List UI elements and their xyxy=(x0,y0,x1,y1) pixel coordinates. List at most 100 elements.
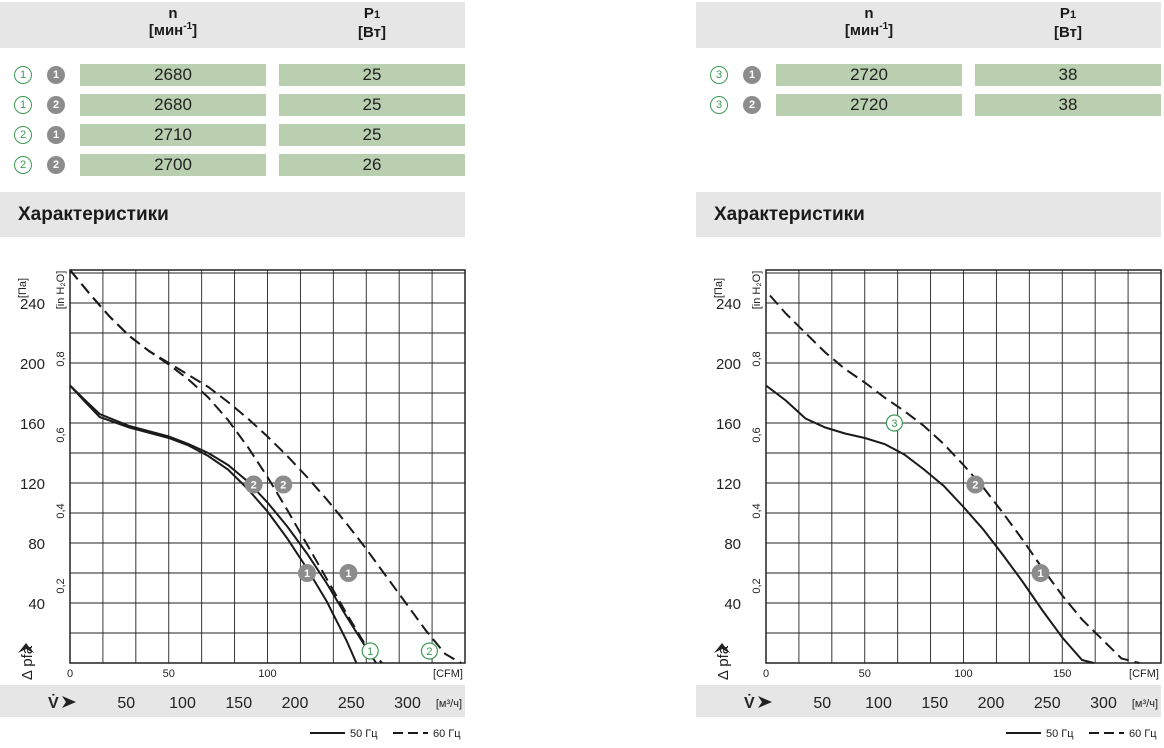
x-secondary-tick-label: 50 xyxy=(117,695,135,712)
variant-badge: 3 xyxy=(710,66,728,84)
p1-value: 38 xyxy=(975,64,1161,86)
p1-value: 25 xyxy=(279,94,465,116)
x-tick-label: 100 xyxy=(954,668,972,680)
variant-badge: 2 xyxy=(14,156,32,174)
variant-marker xyxy=(420,642,439,660)
y-tick-label: 240 xyxy=(20,296,45,313)
curve-badge: 1 xyxy=(47,126,65,144)
x-secondary-tick-label: 300 xyxy=(1090,695,1117,712)
y-tick-label: 240 xyxy=(716,296,741,313)
curve-marker xyxy=(298,564,316,582)
curve-marker-label: 2 xyxy=(972,480,978,492)
x-axis-arrow xyxy=(758,696,772,708)
x-secondary-tick-label: 300 xyxy=(394,695,421,712)
n-value: 2720 xyxy=(776,94,962,116)
table-row: 2 1 2710 25 xyxy=(0,124,465,146)
variant-badge: 1 xyxy=(14,96,32,114)
n-value: 2680 xyxy=(80,94,266,116)
curve-marker xyxy=(339,564,358,582)
x-secondary-band xyxy=(0,685,465,717)
table-row: 3 1 2720 38 xyxy=(696,64,1161,86)
x-secondary-tick-label: 100 xyxy=(865,695,892,712)
curve-badge: 2 xyxy=(743,96,761,114)
curve-marker xyxy=(1031,564,1050,582)
legend-dashed-label: 60 Гц xyxy=(1129,728,1157,740)
x-tick-label: 50 xyxy=(859,668,871,680)
y-axis-arrow xyxy=(18,643,34,653)
y-tick-label: 120 xyxy=(20,476,45,493)
y-axis-label: Δ pfa xyxy=(715,645,732,680)
series-line-solid-2 xyxy=(69,384,377,664)
y-secondary-unit-label: [in H₂O] xyxy=(751,271,763,310)
header-p1: P1 [Вт] xyxy=(358,5,386,41)
y-tick-label: 120 xyxy=(716,476,741,493)
header-p1: P1 [Вт] xyxy=(1054,5,1082,41)
table-header: n [мин-1] P1 [Вт] xyxy=(0,2,465,48)
x-tick-label: 50 xyxy=(163,668,175,680)
y-secondary-tick-label: 0,8 xyxy=(751,351,763,366)
variant-marker xyxy=(361,642,379,660)
x-secondary-tick-label: 150 xyxy=(921,695,948,712)
x-secondary-tick-label: 200 xyxy=(282,695,309,712)
x-secondary-tick-label: 150 xyxy=(225,695,252,712)
variant-badge: 2 xyxy=(14,126,32,144)
curve-badge: 2 xyxy=(47,96,65,114)
legend-solid-label: 50 Гц xyxy=(350,728,378,740)
curve-marker-label: 1 xyxy=(1037,568,1043,580)
x-secondary-axis-label: V̇ xyxy=(48,694,59,712)
panel-left: n [мин-1] P1 [Вт] 1 1 2680 25 1 2 2680 2… xyxy=(0,0,470,748)
y-secondary-tick-label: 0,6 xyxy=(55,427,67,442)
y-tick-label: 200 xyxy=(20,356,45,373)
x-tick-label: 150 xyxy=(1053,668,1071,680)
x-secondary-tick-label: 200 xyxy=(978,695,1005,712)
series-line-solid-3 xyxy=(765,384,1095,664)
series-line-dashed-2 xyxy=(69,269,462,664)
p1-value: 25 xyxy=(279,124,465,146)
x-tick-label: 0 xyxy=(67,668,73,680)
y-secondary-tick-label: 0,4 xyxy=(751,503,763,518)
table-row: 3 2 2720 38 xyxy=(696,94,1161,116)
variant-marker-label: 1 xyxy=(367,646,373,658)
table-row: 2 2 2700 26 xyxy=(0,154,465,176)
x-tick-label: 100 xyxy=(258,668,276,680)
section-header: Характеристики xyxy=(0,192,465,237)
table-row: 1 1 2680 25 xyxy=(0,64,465,86)
curve-marker xyxy=(244,475,263,494)
x-secondary-tick-label: 100 xyxy=(169,695,196,712)
y-tick-label: 200 xyxy=(716,356,741,373)
y-secondary-tick-label: 0,2 xyxy=(751,578,763,593)
curve-badge: 2 xyxy=(47,156,65,174)
y-axis-arrow xyxy=(714,643,730,653)
y-tick-label: 160 xyxy=(716,416,741,433)
x-unit-label: [CFM] xyxy=(1129,668,1159,680)
x-secondary-band xyxy=(696,685,1161,717)
n-value: 2720 xyxy=(776,64,962,86)
section-title: Характеристики xyxy=(714,204,865,225)
y-tick-label: 40 xyxy=(724,596,741,613)
y-tick-label: 160 xyxy=(20,416,45,433)
table-header: n [мин-1] P1 [Вт] xyxy=(696,2,1161,48)
variant-marker-label: 2 xyxy=(426,646,432,658)
legend-solid-label: 50 Гц xyxy=(1046,728,1074,740)
curve-marker xyxy=(274,475,293,494)
y-secondary-unit-label: [in H₂O] xyxy=(55,271,67,310)
y-unit-label: [Па] xyxy=(17,278,29,298)
y-axis-label: Δ pfa xyxy=(19,645,36,680)
p1-value: 38 xyxy=(975,94,1161,116)
x-unit-label: [CFM] xyxy=(433,668,463,680)
x-secondary-unit-label: [м³/ч] xyxy=(1132,698,1158,710)
section-header: Характеристики xyxy=(696,192,1161,237)
x-secondary-axis-label: V̇ xyxy=(744,694,755,712)
y-secondary-tick-label: 0,2 xyxy=(55,578,67,593)
table-row: 1 2 2680 25 xyxy=(0,94,465,116)
variant-badge: 1 xyxy=(14,66,32,84)
variant-badge: 3 xyxy=(710,96,728,114)
curve-marker-label: 1 xyxy=(304,568,310,580)
series-line-solid-1 xyxy=(69,384,358,664)
variant-marker-label: 3 xyxy=(891,418,897,430)
y-tick-label: 80 xyxy=(724,536,741,553)
n-value: 2700 xyxy=(80,154,266,176)
n-value: 2680 xyxy=(80,64,266,86)
curve-marker-label: 1 xyxy=(345,568,351,580)
